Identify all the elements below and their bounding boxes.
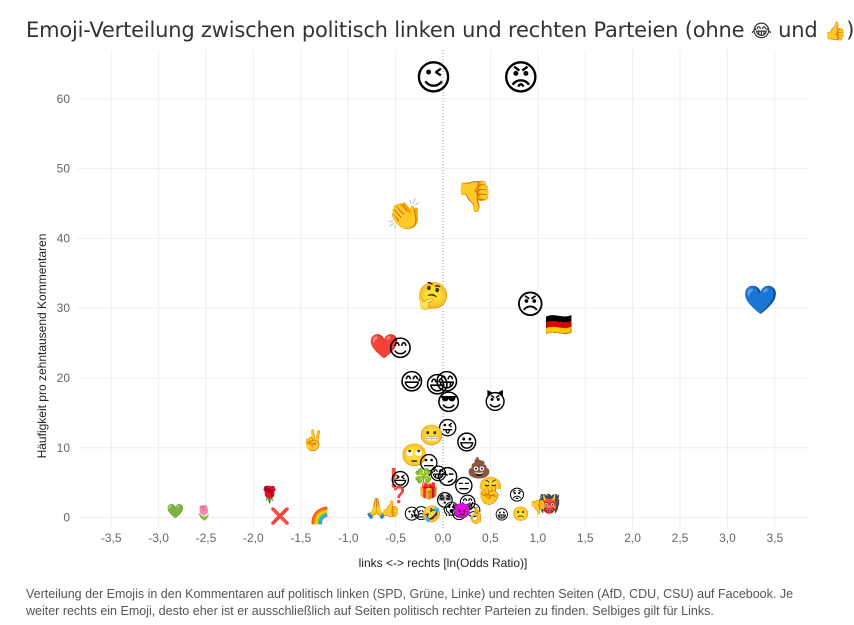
emoji-point: 😀 [494,507,509,523]
x-tick-label: 1,0 [529,531,546,545]
emoji-point: 😜 [437,416,458,440]
emoji-point: 😈 [484,390,507,416]
x-tick-label: -1,0 [338,531,359,545]
emoji-point: 🌹 [260,485,280,504]
x-tick-label: 3,0 [719,531,736,545]
emoji-point: 😑 [453,474,474,498]
emoji-point: 🤔 [417,281,449,311]
emoji-point: 🌈 [310,506,330,525]
emoji-point: 😊 [388,335,413,363]
emoji-point: 👿 [452,500,472,519]
emoji-point: 😪 [413,504,430,523]
laughing-emoji-icon: 😂 [750,21,772,42]
y-tick-label: 30 [57,301,71,315]
x-tick-label: -3,0 [148,531,169,545]
x-tick-label: -2,5 [196,531,217,545]
x-tick-label: -2,0 [243,531,264,545]
x-tick-label: 1,5 [577,531,594,545]
emoji-point: 👍 [381,499,401,518]
emoji-point: 👎 [456,180,493,215]
emoji-point: 🎁 [419,482,439,501]
emoji-point: 😏 [436,465,459,490]
emoji-point: 😟 [509,486,526,505]
emoji-point: ❓ [389,485,409,504]
chart-title-close: ) [846,18,854,42]
chart-title: Emoji-Verteilung zwischen politisch link… [26,18,854,42]
emoji-point: 👏 [386,197,423,233]
emoji-point: 👹 [538,493,560,515]
emoji-point: ❗ [382,467,404,489]
emoji-point: 💙 [743,283,778,316]
data-point-layer: 😉 😡👎👏🤔 😠 💙🇩🇪❤️😊😅 😁😄😈😎✌️ 😜😬 😃🙄😐 💩❗😆 🍀 😏😂 😑 😤✊ 😟 👹👎🎁❓ 😳 😋… [167,58,778,526]
emoji-point: 🙁 [512,506,529,523]
thumbs-up-emoji-icon: 👍 [824,21,847,42]
emoji-point: 😋 [458,493,477,514]
emoji-point: ✌️ [301,428,326,452]
emoji-point: 😃 [455,431,478,456]
chart-title-text: Emoji-Verteilung zwischen politisch link… [26,18,745,42]
emoji-point: 😘 [403,505,420,524]
emoji-point: 🤣 [421,505,442,525]
emoji-point: 😡 [502,58,540,99]
emoji-point: 😢 [465,501,482,520]
emoji-point: 😅 [399,368,424,396]
y-tick-label: 50 [57,162,71,176]
emoji-point: 😤 [478,475,503,499]
emoji-point: ❤️ [369,333,399,361]
emoji-point: 😬 [419,423,444,447]
x-tick-label: 3,5 [766,531,783,545]
y-axis-label: Häufigkeit pro zehntausend Kommentaren [35,234,49,459]
scatter-chart: -3,5 -3,0 -2,5 -2,0 -1,5 -1,0 -0,5 0,0 0,5 1,0 1,5… [35,50,808,570]
emoji-point: 🌷 [195,504,212,521]
emoji-point: 🍀 [413,467,435,489]
emoji-point: 😎 [436,388,461,416]
grid-layer [78,50,808,528]
emoji-point: ❌ [270,507,290,526]
emoji-point: 💩 [467,455,492,479]
emoji-point: 💚 [167,503,185,520]
chart-title-connector: und [778,18,818,42]
x-axis-label: links <-> rechts [ln(Odds Ratio)] [359,556,528,570]
y-tick-label: 40 [57,231,71,245]
x-tick-label: -3,5 [101,531,122,545]
emoji-point: 😐 [418,451,439,475]
emoji-point: 👎 [529,499,546,516]
emoji-point: 😉 [415,58,453,99]
chart-caption: Verteilung der Emojis in den Kommentaren… [26,587,794,618]
x-tick-label: -0,5 [385,531,406,545]
emoji-point: 😄 [425,371,450,399]
y-tick-label: 10 [57,441,71,455]
x-tick-label: 0,0 [435,531,452,545]
y-tick-label: 20 [57,371,71,385]
emoji-point: 🙏 [364,496,389,520]
emoji-point: 👌 [466,506,486,525]
emoji-point: 😁 [434,368,459,396]
x-tick-label: 2,0 [624,531,641,545]
emoji-point: 😆 [390,468,411,492]
emoji-point: 😂 [428,464,449,485]
emoji-point: 🇩🇪 [545,313,572,338]
emoji-point: 😳 [436,490,455,511]
emoji-point: 😱 [443,500,460,519]
x-tick-label: 0,5 [482,531,499,545]
y-tick-label: 60 [57,92,71,106]
emoji-point: 😠 [516,288,545,321]
emoji-point: 😇 [451,504,468,523]
emoji-point: 🙄 [401,443,428,469]
x-tick-label: 2,5 [672,531,689,545]
y-tick-label: 0 [63,511,70,525]
tick-label-layer: -3,5 -3,0 -2,5 -2,0 -1,5 -1,0 -0,5 0,0 0,5 1,0 1,5… [57,92,784,545]
emoji-point: ✊ [478,485,500,506]
x-tick-label: -1,5 [290,531,311,545]
